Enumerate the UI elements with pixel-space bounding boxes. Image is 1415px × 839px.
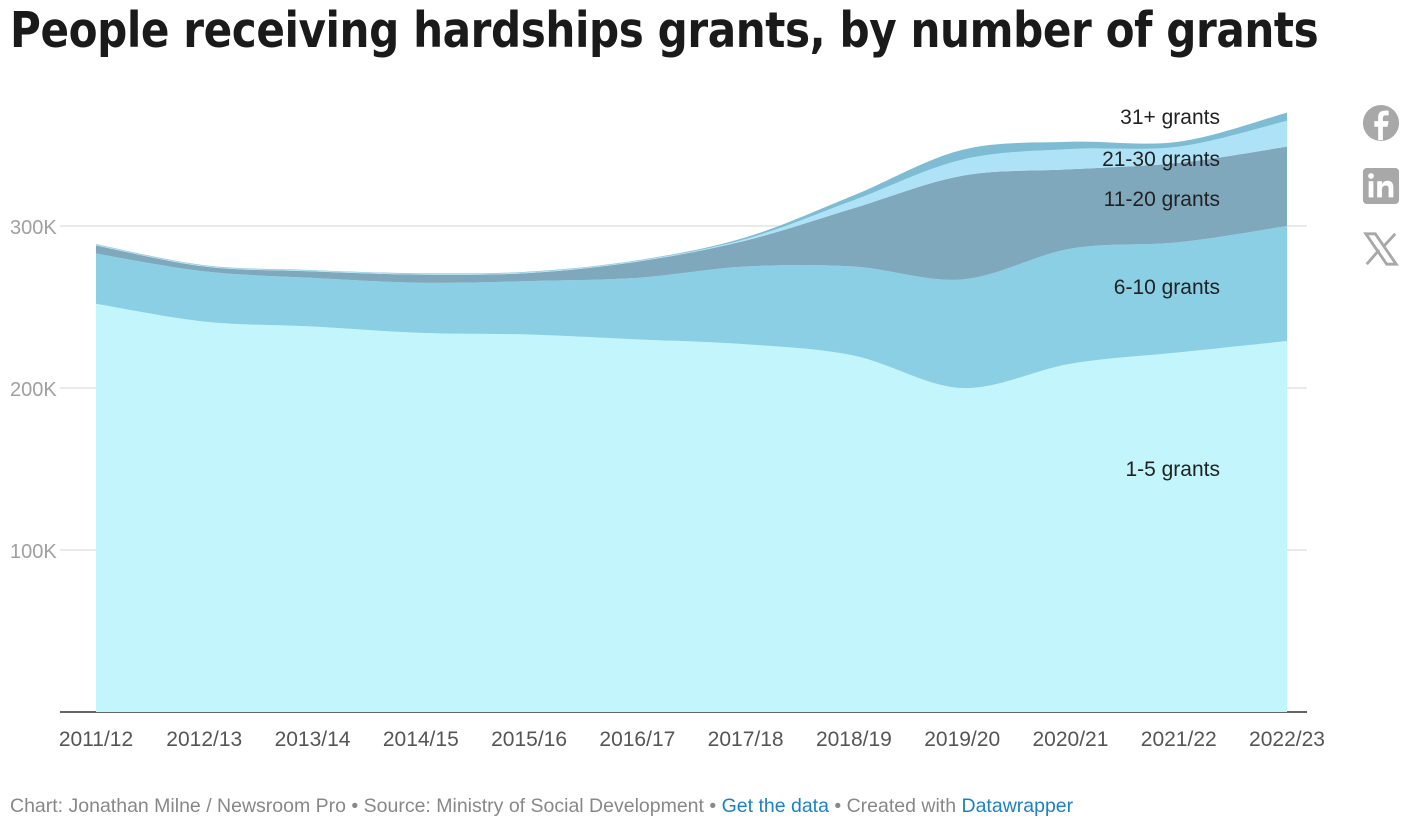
get-the-data-link[interactable]: Get the data [721,795,829,817]
datawrapper-link[interactable]: Datawrapper [961,795,1074,817]
area-31-grants [96,112,1287,274]
area-11-20-grants [96,146,1287,283]
x-tick-label: 2022/23 [1249,728,1325,751]
footer: Chart: Jonathan Milne / Newsroom Pro • S… [10,795,1073,818]
x-tick-label: 2014/15 [383,728,459,751]
series-label: 11-20 grants [1104,188,1220,211]
area-6-10-grants [96,226,1287,389]
x-tick-label: 2011/12 [59,728,133,751]
x-tick-label: 2018/19 [816,728,892,751]
footer-credit: Chart: Jonathan Milne / Newsroom Pro • S… [10,795,722,817]
chart-title: People receiving hardships grants, by nu… [10,2,1319,59]
x-tick-label: 2019/20 [924,728,1000,751]
x-tick-label: 2015/16 [491,728,567,751]
series-label: 21-30 grants [1102,148,1220,171]
linkedin-icon[interactable] [1362,167,1400,205]
social-share [1362,104,1402,293]
x-tick-label: 2017/18 [708,728,784,751]
x-tick-label: 2012/13 [166,728,242,751]
x-tick-label: 2016/17 [599,728,675,751]
footer-sep: • Created with [828,795,962,817]
y-tick-label: 100K [10,541,57,563]
series-label: 31+ grants [1120,106,1220,129]
x-tick-label: 2013/14 [275,728,351,751]
series-label: 6-10 grants [1114,276,1220,299]
area-1-5-grants [96,303,1287,712]
series-label: 1-5 grants [1125,458,1220,481]
chart: 100K 200K 300K 1-5 grants 6-10 grants 11-20 … [10,106,1325,751]
x-tick-label: 2021/22 [1141,728,1217,751]
y-tick-label: 300K [10,217,57,239]
x-icon[interactable] [1362,230,1400,268]
y-tick-label: 200K [10,379,57,401]
area-21-30-grants [96,120,1287,275]
facebook-icon[interactable] [1362,104,1400,142]
x-tick-label: 2020/21 [1032,728,1108,751]
